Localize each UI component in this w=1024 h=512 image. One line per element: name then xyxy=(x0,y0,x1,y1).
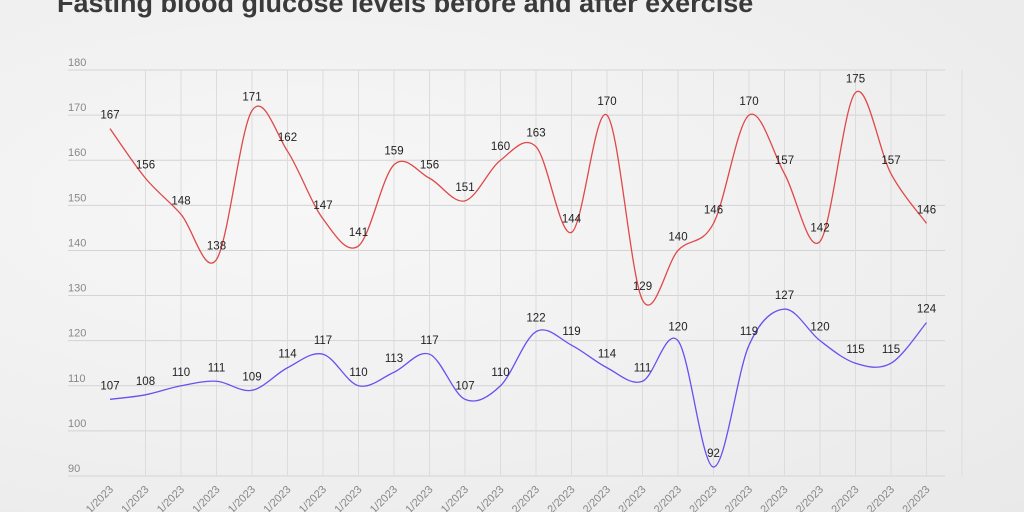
x-tick-label: 1/2023 xyxy=(297,484,329,512)
data-label: 175 xyxy=(846,74,865,86)
data-label: 148 xyxy=(171,195,190,207)
data-label: 170 xyxy=(739,96,758,108)
x-tick-label: 1/2023 xyxy=(84,484,116,512)
x-tick-label: 2/2023 xyxy=(900,484,932,512)
data-label: 119 xyxy=(562,326,580,338)
x-tick-label: 2/2023 xyxy=(829,484,861,512)
data-label: 115 xyxy=(846,344,864,356)
y-tick-label: 150 xyxy=(68,192,86,204)
x-tick-label: 1/2023 xyxy=(261,484,293,512)
y-tick-label: 100 xyxy=(68,418,86,430)
data-label: 140 xyxy=(668,231,687,243)
x-tick-label: 1/2023 xyxy=(190,484,222,512)
x-tick-label: 1/2023 xyxy=(155,484,187,512)
data-label: 110 xyxy=(172,367,190,379)
data-label: 144 xyxy=(562,213,582,225)
data-label: 138 xyxy=(207,240,226,252)
data-label: 162 xyxy=(278,132,297,144)
y-tick-label: 160 xyxy=(68,147,86,159)
x-tick-label: 1/2023 xyxy=(439,484,471,512)
x-tick-label: 2/2023 xyxy=(510,484,542,512)
data-label: 109 xyxy=(242,371,261,383)
data-label: 122 xyxy=(526,313,545,325)
data-label: 146 xyxy=(917,204,936,216)
data-label: 163 xyxy=(526,128,545,140)
data-label: 156 xyxy=(136,159,155,171)
data-label: 141 xyxy=(349,227,368,239)
data-label: 124 xyxy=(917,304,937,316)
series-line-0 xyxy=(109,90,928,306)
data-label: 129 xyxy=(633,281,652,293)
y-tick-label: 130 xyxy=(68,283,86,295)
data-label: 157 xyxy=(881,155,900,167)
data-label: 117 xyxy=(420,335,438,347)
data-label: 119 xyxy=(740,326,758,338)
data-label: 127 xyxy=(775,290,794,302)
x-tick-label: 1/2023 xyxy=(119,484,151,512)
data-label: 157 xyxy=(775,155,794,167)
data-label: 151 xyxy=(455,182,474,194)
data-label: 117 xyxy=(314,335,332,347)
data-label: 120 xyxy=(810,322,829,334)
data-label: 171 xyxy=(242,92,261,104)
data-label: 114 xyxy=(278,349,297,361)
x-tick-label: 2/2023 xyxy=(581,484,613,512)
data-label: 160 xyxy=(491,141,510,153)
data-label: 159 xyxy=(384,146,403,158)
x-tick-label: 1/2023 xyxy=(368,484,400,512)
data-label: 120 xyxy=(668,322,687,334)
data-label: 146 xyxy=(704,204,723,216)
data-label: 114 xyxy=(598,349,617,361)
data-label: 107 xyxy=(455,380,474,392)
y-tick-label: 120 xyxy=(68,328,86,340)
data-label: 108 xyxy=(136,376,155,388)
y-tick-label: 140 xyxy=(68,237,86,249)
x-tick-label: 1/2023 xyxy=(474,484,506,512)
y-tick-label: 110 xyxy=(68,373,86,385)
data-label: 92 xyxy=(707,448,720,460)
x-tick-label: 2/2023 xyxy=(865,484,897,512)
x-tick-label: 2/2023 xyxy=(616,484,648,512)
x-tick-label: 2/2023 xyxy=(545,484,577,512)
data-label: 167 xyxy=(100,110,119,122)
x-tick-label: 2/2023 xyxy=(723,484,755,512)
data-label: 115 xyxy=(882,344,900,356)
x-tick-label: 1/2023 xyxy=(226,484,258,512)
data-label: 111 xyxy=(208,362,225,374)
x-tick-label: 1/2023 xyxy=(403,484,435,512)
data-label: 111 xyxy=(634,362,651,374)
y-tick-label: 180 xyxy=(68,57,86,69)
series-line-1 xyxy=(109,308,927,468)
x-tick-label: 2/2023 xyxy=(652,484,684,512)
data-label: 156 xyxy=(420,159,439,171)
x-tick-label: 1/2023 xyxy=(332,484,364,512)
data-label: 113 xyxy=(385,353,403,365)
data-label: 110 xyxy=(349,367,367,379)
data-label: 142 xyxy=(810,222,829,234)
x-tick-label: 2/2023 xyxy=(794,484,826,512)
x-tick-label: 2/2023 xyxy=(687,484,719,512)
data-label: 147 xyxy=(313,200,332,212)
x-tick-label: 2/2023 xyxy=(758,484,790,512)
y-tick-label: 90 xyxy=(68,463,80,475)
chart-title: Fasting blood glucose levels before and … xyxy=(57,0,754,18)
data-label: 170 xyxy=(597,96,616,108)
data-label: 107 xyxy=(100,380,119,392)
y-tick-label: 170 xyxy=(68,102,86,114)
data-label: 110 xyxy=(491,367,509,379)
